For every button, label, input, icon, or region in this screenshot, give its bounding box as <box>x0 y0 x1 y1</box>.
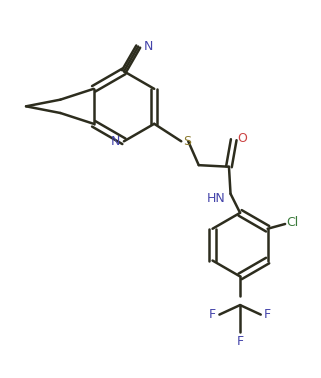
Text: N: N <box>111 135 120 148</box>
Text: HN: HN <box>207 192 226 205</box>
Text: F: F <box>264 308 271 321</box>
Text: O: O <box>237 132 247 145</box>
Text: N: N <box>144 40 153 53</box>
Text: F: F <box>209 308 216 321</box>
Text: Cl: Cl <box>287 216 299 229</box>
Text: S: S <box>183 135 191 148</box>
Text: F: F <box>237 335 244 348</box>
